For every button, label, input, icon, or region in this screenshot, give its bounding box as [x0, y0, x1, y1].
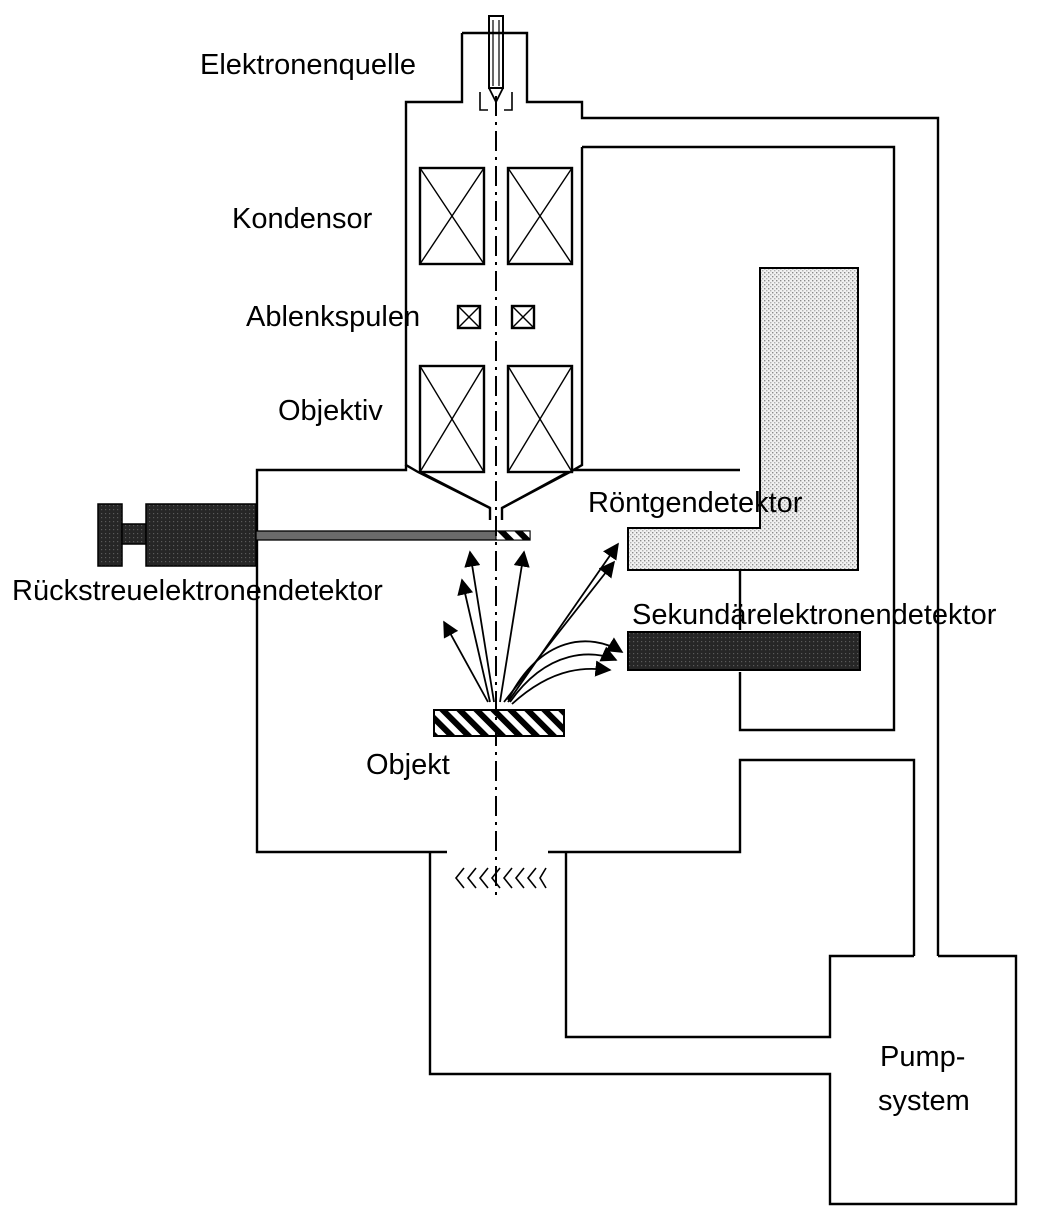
label-secondary-electron-detector: Sekundärelektronendetektor [632, 599, 997, 631]
backscatter-detector [97, 503, 531, 567]
label-condenser: Kondensor [232, 203, 373, 235]
label-backscatter-detector: Rückstreuelektronendetektor [12, 575, 383, 607]
condenser-lens [418, 166, 574, 266]
xray-detector [627, 267, 859, 571]
label-deflection-coils: Ablenkspulen [246, 301, 420, 333]
objective-lens [418, 364, 574, 474]
label-pump-line-2: system [878, 1085, 970, 1117]
label-xray-detector: Röntgendetektor [588, 487, 803, 519]
specimen [433, 709, 565, 737]
label-objective: Objektiv [278, 395, 383, 427]
label-pump-line-1: Pump- [880, 1041, 965, 1073]
label-specimen: Objekt [366, 749, 450, 781]
label-electron-source: Elektronenquelle [200, 49, 416, 81]
pump-baffle [454, 867, 547, 889]
secondary-electron-detector [627, 631, 861, 671]
deflection-coils [456, 304, 536, 330]
signal-rays [443, 542, 624, 705]
electron-source [479, 15, 513, 111]
